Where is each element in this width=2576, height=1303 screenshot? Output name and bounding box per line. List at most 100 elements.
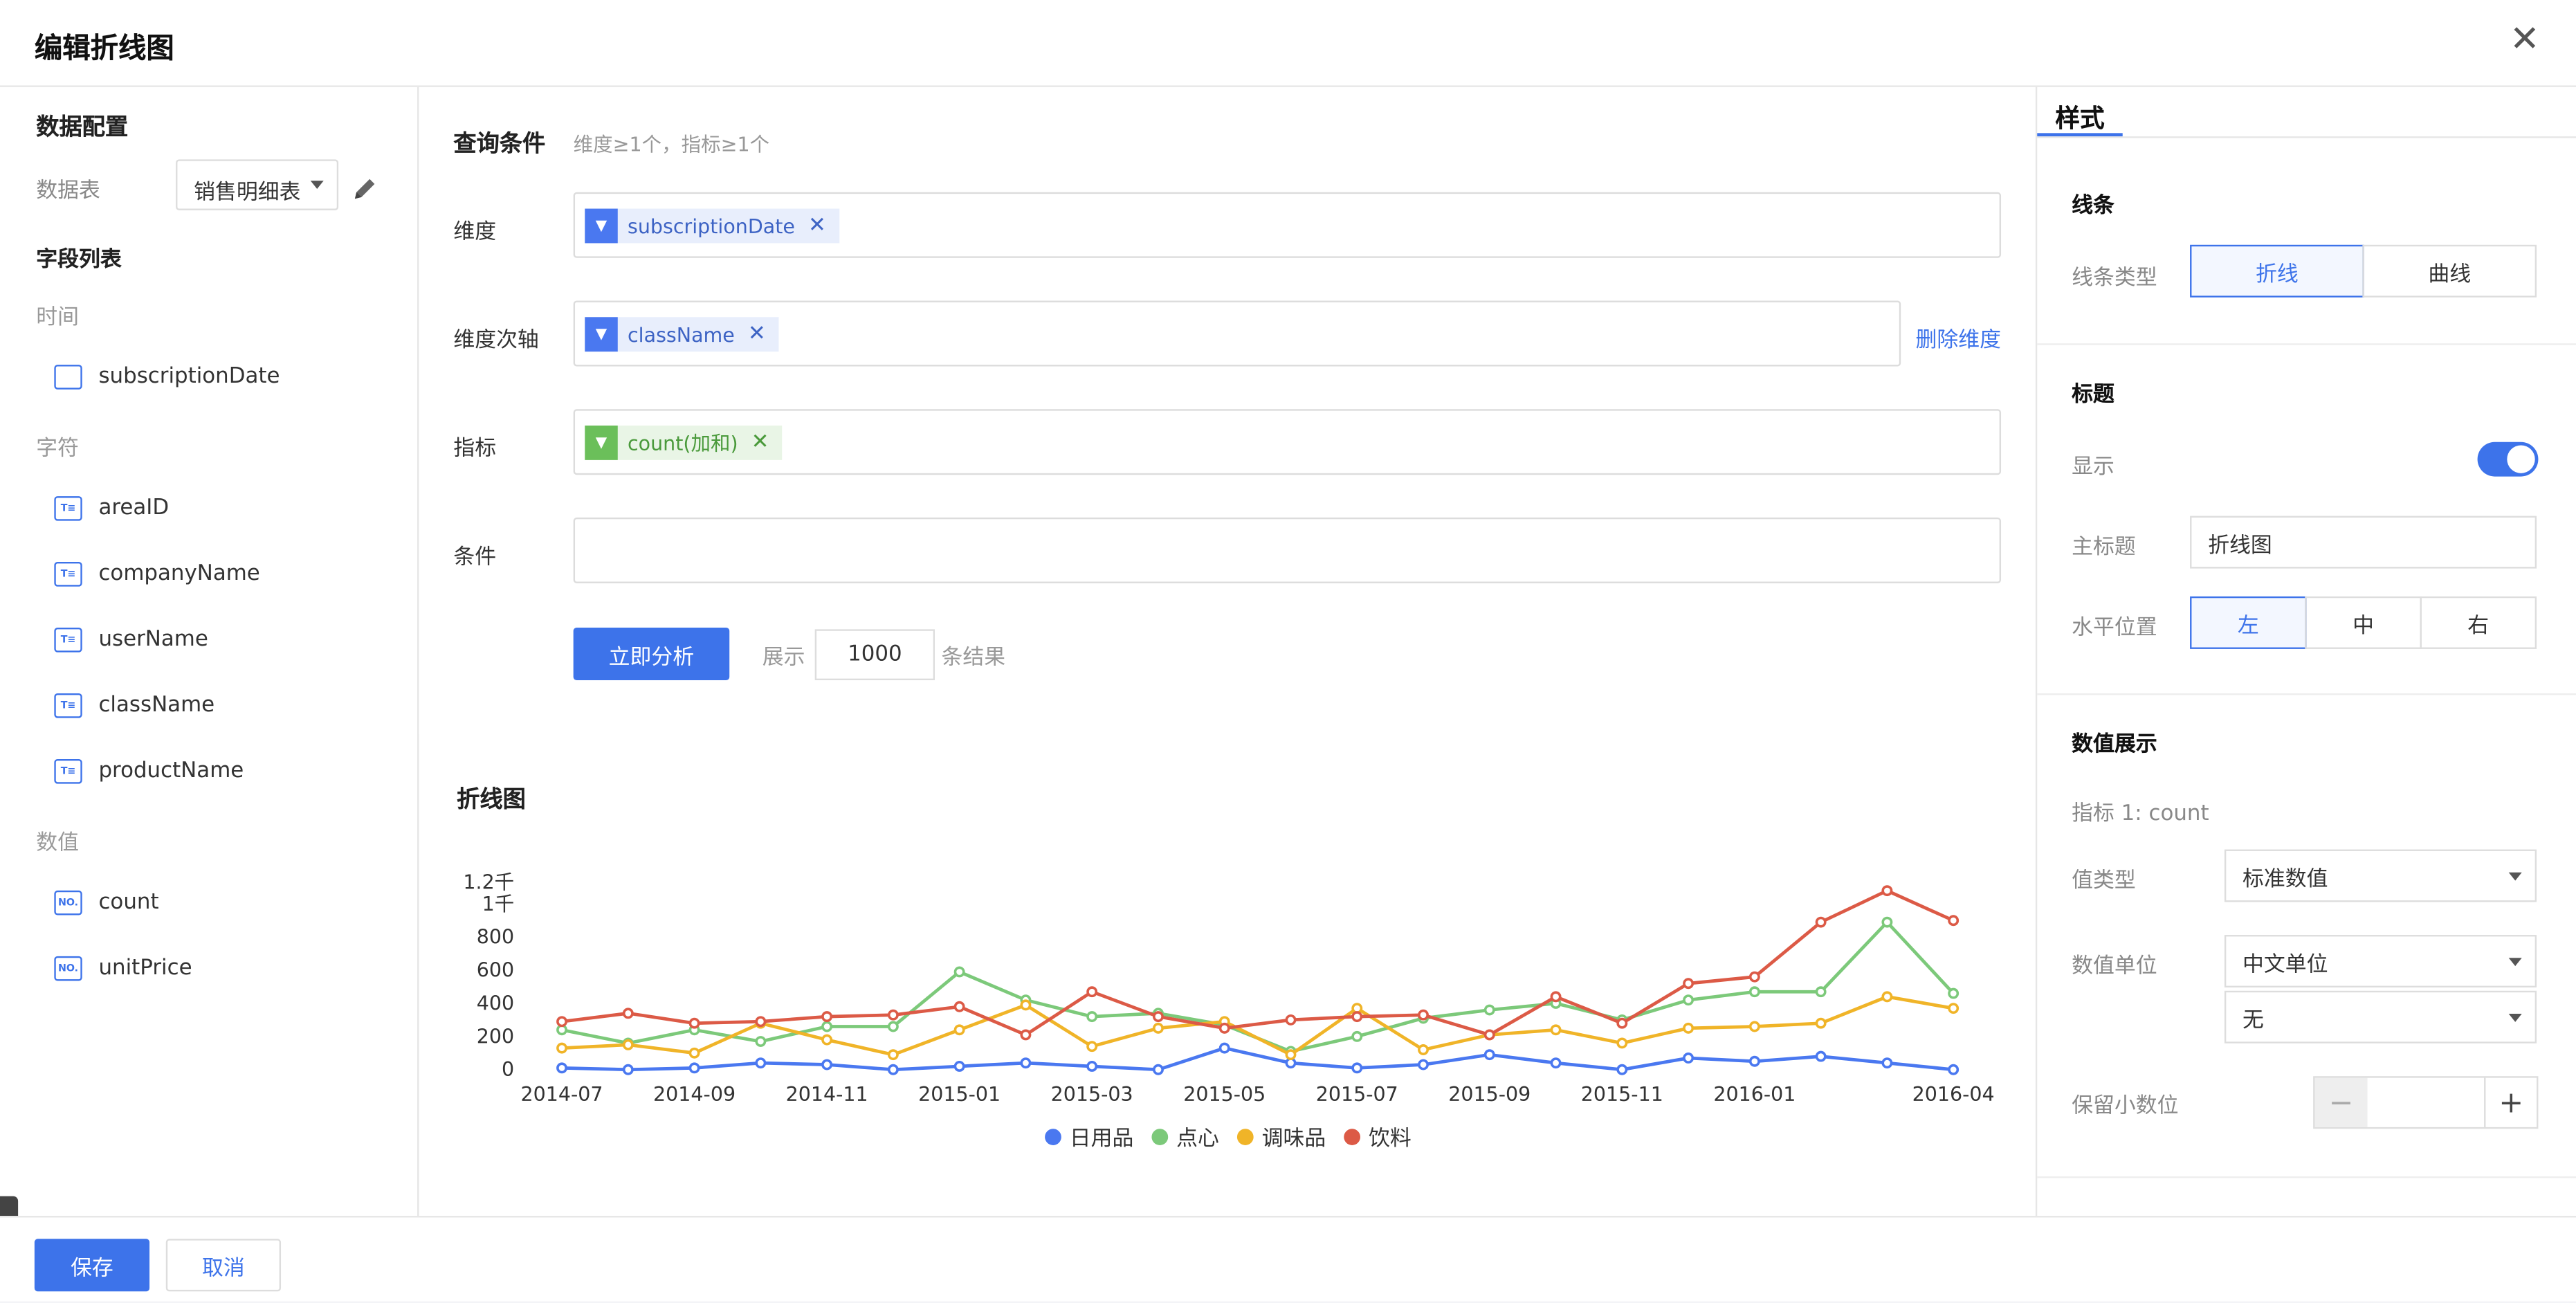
remove-tag-icon[interactable]: ✕ <box>747 322 766 347</box>
sub-axis-tag-label: className <box>628 322 735 346</box>
legend-dot-icon <box>1236 1128 1254 1145</box>
value-type-select[interactable]: 标准数值 <box>2224 849 2537 902</box>
data-point <box>1483 1049 1495 1061</box>
legend-item[interactable]: 调味品 <box>1236 1120 1326 1152</box>
close-icon[interactable]: ✕ <box>2510 19 2540 61</box>
data-point <box>1418 1044 1429 1055</box>
dimension-tag-label: subscriptionDate <box>628 214 795 238</box>
edit-pencil-icon[interactable] <box>351 176 378 202</box>
h-position-center[interactable]: 中 <box>2305 596 2422 649</box>
data-point <box>1218 1042 1230 1054</box>
data-point <box>1948 987 1960 999</box>
caret-down-icon[interactable]: ▼ <box>585 317 618 352</box>
unit-label: 数值单位 <box>2072 954 2157 980</box>
line-section-title: 线条 <box>2072 194 2114 219</box>
data-point <box>1152 1022 1164 1034</box>
data-point <box>1483 1029 1495 1041</box>
data-point <box>821 1059 833 1070</box>
delete-dimension-link[interactable]: 删除维度 <box>1915 328 2002 354</box>
field-username[interactable]: T≡ userName <box>54 623 208 655</box>
divider <box>2037 1176 2576 1178</box>
line-type-curve[interactable]: 曲线 <box>2362 244 2537 298</box>
dialog-footer: 保存 取消 <box>0 1216 2576 1302</box>
unit-suffix-select[interactable]: 无 <box>2224 990 2537 1044</box>
dimension-tag[interactable]: ▼ subscriptionDate ✕ <box>585 208 839 244</box>
style-panel: 样式 线条 线条类型 折线 曲线 标题 显示 主标题 折线图 水平位置 左 中 … <box>2035 86 2576 1217</box>
metric-label: 指标 <box>453 437 497 462</box>
x-tick-label: 2014-07 <box>521 1083 603 1106</box>
data-point <box>1418 1009 1429 1021</box>
line-type-polyline[interactable]: 折线 <box>2190 244 2364 298</box>
data-point <box>1483 1004 1495 1016</box>
y-tick-label: 0 <box>502 1058 514 1081</box>
remove-tag-icon[interactable]: ✕ <box>751 430 769 455</box>
legend-item[interactable]: 日用品 <box>1045 1120 1133 1151</box>
legend-label: 日用品 <box>1069 1127 1134 1152</box>
data-point <box>1948 1003 1960 1014</box>
decimal-input[interactable] <box>2368 1078 2487 1127</box>
data-point <box>1815 986 1827 998</box>
field-subscriptiondate[interactable]: subscriptionDate <box>54 360 280 392</box>
data-point <box>821 1011 833 1023</box>
minus-button[interactable]: − <box>2314 1077 2368 1127</box>
y-tick-label: 1千 <box>482 893 515 915</box>
data-point <box>821 1021 833 1032</box>
result-count-input[interactable]: 1000 <box>814 629 935 681</box>
data-point <box>1948 1064 1960 1075</box>
x-tick-label: 2015-11 <box>1581 1083 1663 1106</box>
field-unitprice[interactable]: NO. unitPrice <box>54 951 192 984</box>
cancel-button[interactable]: 取消 <box>165 1239 282 1292</box>
x-tick-label: 2015-01 <box>918 1083 1001 1106</box>
decimal-stepper[interactable]: − + <box>2313 1076 2539 1129</box>
data-point <box>1218 1022 1230 1034</box>
dimension-dropzone[interactable]: ▼ subscriptionDate ✕ <box>573 192 2002 258</box>
data-point <box>1152 1064 1164 1075</box>
data-point <box>622 1008 634 1019</box>
group-time: 时间 <box>36 305 80 331</box>
caret-down-icon[interactable]: ▼ <box>585 425 618 460</box>
remove-tag-icon[interactable]: ✕ <box>807 213 826 239</box>
analyze-button[interactable]: 立即分析 <box>573 628 730 681</box>
x-tick-label: 2014-11 <box>786 1083 868 1106</box>
data-point <box>1351 1062 1363 1074</box>
field-areaid[interactable]: T≡ areaID <box>54 491 169 524</box>
show-title-label: 显示 <box>2072 455 2114 480</box>
tab-style[interactable]: 样式 <box>2055 103 2105 134</box>
data-point <box>1881 991 1893 1003</box>
h-position-right[interactable]: 右 <box>2420 596 2537 649</box>
field-label: count <box>98 889 159 915</box>
field-classname[interactable]: T≡ className <box>54 689 214 721</box>
save-button[interactable]: 保存 <box>34 1239 150 1292</box>
data-point <box>1550 1057 1562 1069</box>
unit-select[interactable]: 中文单位 <box>2224 935 2537 988</box>
metric-dropzone[interactable]: ▼ count(加和) ✕ <box>573 409 2002 475</box>
data-point <box>887 1049 899 1061</box>
legend-item[interactable]: 饮料 <box>1344 1120 1412 1151</box>
sub-axis-dropzone[interactable]: ▼ className ✕ <box>573 300 1901 367</box>
caret-down-icon[interactable]: ▼ <box>585 208 618 244</box>
field-count[interactable]: NO. count <box>54 886 159 918</box>
line-type-label: 线条类型 <box>2072 266 2157 291</box>
plus-button[interactable]: + <box>2484 1077 2537 1127</box>
data-point <box>1815 1050 1827 1062</box>
data-config-panel: 数据配置 数据表 销售明细表 字段列表 时间 subscriptionDate … <box>0 86 419 1295</box>
field-companyname[interactable]: T≡ companyName <box>54 557 260 590</box>
legend-item[interactable]: 点心 <box>1151 1120 1219 1151</box>
condition-dropzone[interactable] <box>573 517 2002 583</box>
unit-suffix-value: 无 <box>2242 1008 2264 1033</box>
x-tick-label: 2016-01 <box>1713 1083 1796 1106</box>
legend-label: 调味品 <box>1261 1127 1326 1152</box>
metric-tag[interactable]: ▼ count(加和) ✕ <box>585 425 783 460</box>
main-title-input[interactable]: 折线图 <box>2190 516 2537 569</box>
field-productname[interactable]: T≡ productName <box>54 754 244 787</box>
chart-card: 折线图 0 200 400 600 800 1千 1.2千 2014-07 2014-09 201… <box>438 757 2015 1195</box>
show-title-toggle[interactable] <box>2477 441 2539 477</box>
table-select[interactable]: 销售明细表 <box>176 159 339 210</box>
text-field-icon: T≡ <box>54 758 82 783</box>
number-field-icon: NO. <box>54 955 82 981</box>
field-label: companyName <box>98 561 260 586</box>
data-point <box>1683 1022 1695 1034</box>
sub-axis-tag[interactable]: ▼ className ✕ <box>585 317 779 352</box>
h-position-left[interactable]: 左 <box>2190 596 2307 649</box>
y-tick-label: 1.2千 <box>463 871 514 894</box>
